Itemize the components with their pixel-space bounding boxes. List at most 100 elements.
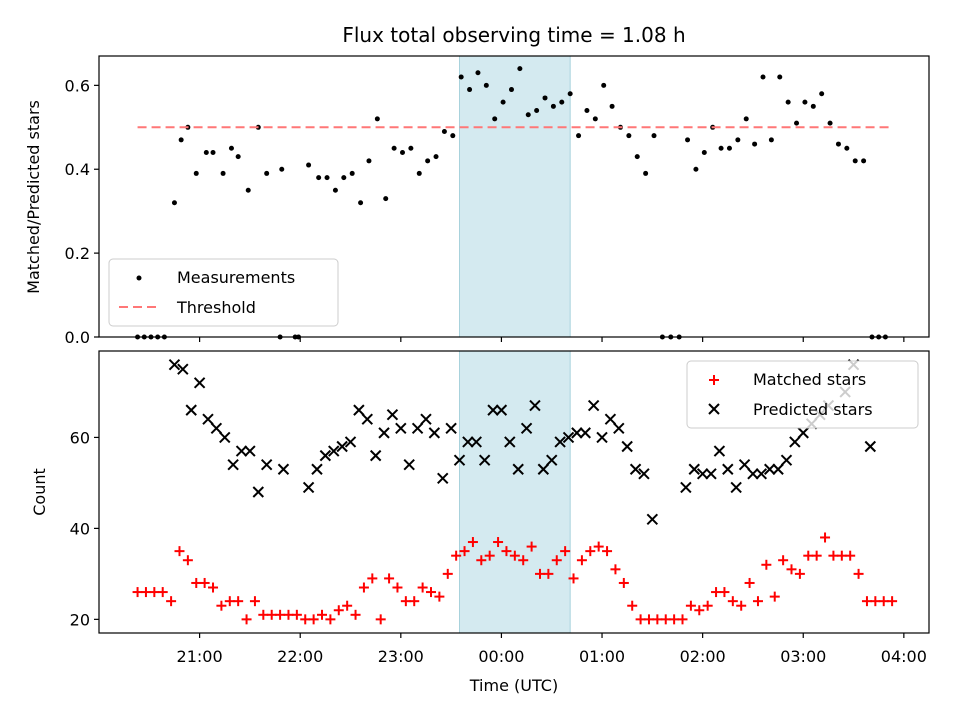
legend-predicted-marker (708, 403, 720, 415)
predicted-star-point (789, 436, 801, 448)
measurement-point (458, 74, 464, 80)
measurement-point (802, 99, 808, 105)
measurement-point (349, 170, 355, 176)
predicted-star-point (621, 440, 633, 453)
predicted-star-point (462, 436, 474, 448)
matched-star-point (861, 596, 872, 607)
matched-star-point (224, 596, 235, 607)
matched-star-point (534, 568, 545, 579)
matched-star-point (803, 550, 814, 561)
measurement-point (210, 149, 216, 155)
matched-star-point (727, 596, 738, 607)
measurement-point (584, 108, 590, 114)
x-tick-label: 22:00 (277, 647, 323, 666)
measurement-point (264, 170, 270, 176)
measurement-point (316, 175, 322, 181)
matched-star-point (233, 596, 244, 607)
matched-star-point (526, 541, 537, 552)
predicted-star-point (688, 463, 700, 475)
measurement-point (324, 175, 330, 181)
bottom-axes-frame (98, 350, 930, 634)
predicted-star-point (546, 454, 558, 466)
matched-star-point (685, 600, 696, 611)
measurement-point (768, 137, 774, 143)
matched-star-point (467, 537, 478, 548)
measurement-point (358, 200, 364, 206)
predicted-star-point (411, 422, 424, 435)
measurement-point (735, 137, 741, 143)
matched-star-point (208, 582, 219, 593)
measurement-point (178, 137, 184, 143)
measurement-point (794, 120, 800, 126)
matched-star-point (166, 596, 177, 607)
measurement-point (534, 108, 540, 114)
measurement-point (559, 99, 565, 105)
bottom-y-tick-label: 20 (70, 610, 90, 629)
predicted-star-point (168, 358, 181, 371)
measurement-point (235, 154, 241, 160)
measurement-point (508, 87, 514, 93)
measurement-point (332, 187, 338, 193)
matched-star-point (811, 550, 822, 561)
top-y-tick-label: 0.6 (65, 76, 90, 95)
predicted-star-point (705, 468, 717, 480)
predicted-star-point (629, 463, 642, 475)
measurement-point (601, 82, 607, 88)
matched-star-point (828, 550, 839, 561)
predicted-star-point (529, 399, 541, 412)
predicted-star-point (193, 377, 206, 389)
measurement-point (483, 82, 489, 88)
x-tick-label: 00:00 (478, 647, 524, 666)
top-y-axis-label: Matched/Predicted stars (24, 100, 43, 294)
matched-star-point (300, 614, 311, 625)
matched-star-point (358, 582, 369, 593)
measurement-point (844, 145, 850, 151)
measurement-point (785, 99, 791, 105)
x-tick-label: 03:00 (780, 647, 826, 666)
predicted-star-point (604, 413, 617, 425)
bottom-panel: 20 40 60 21:00 22:00 23:00 00:00 01:00 02:00 03:… (30, 350, 930, 695)
measurement-point (643, 170, 649, 176)
measurement-point (193, 170, 199, 176)
top-x-ticks (199, 337, 905, 342)
matched-star-point (845, 550, 856, 561)
matched-star-point (769, 591, 780, 602)
measurement-point (500, 99, 506, 105)
matched-star-point (384, 573, 395, 584)
matched-star-point (266, 609, 277, 620)
predicted-star-point (797, 427, 809, 439)
measurement-point (592, 116, 598, 122)
top-legend: Measurements Threshold (108, 258, 339, 327)
matched-star-point (669, 614, 680, 625)
measurement-point (567, 91, 573, 97)
matched-star-point (794, 568, 805, 579)
measurement-point (760, 74, 766, 80)
measurement-point (374, 116, 380, 122)
measurement-point (450, 133, 456, 139)
predicted-star-point (579, 427, 591, 439)
predicted-star-point (470, 436, 482, 448)
matched-star-point (392, 582, 403, 593)
matched-star-point (677, 614, 688, 625)
matched-star-point (643, 614, 654, 625)
matched-star-point (199, 577, 210, 588)
matched-star-point (711, 587, 722, 598)
x-tick-label: 04:00 (881, 647, 927, 666)
predicted-star-point (428, 427, 441, 439)
legend-threshold-label: Threshold (176, 298, 256, 317)
matched-star-point (878, 596, 889, 607)
measurement-point (693, 166, 699, 172)
matched-star-point (216, 600, 227, 611)
matched-star-point (484, 550, 495, 561)
predicted-star-point (185, 404, 197, 416)
measurement-point (228, 145, 234, 151)
matched-star-point (291, 609, 302, 620)
matched-star-point (442, 568, 453, 579)
predicted-star-point (420, 413, 432, 425)
measurement-point (306, 162, 312, 168)
measurement-point (609, 103, 615, 109)
predicted-star-point (361, 413, 373, 425)
matched-star-point (400, 596, 411, 607)
measurement-point (777, 74, 783, 80)
predicted-star-point (638, 468, 650, 480)
